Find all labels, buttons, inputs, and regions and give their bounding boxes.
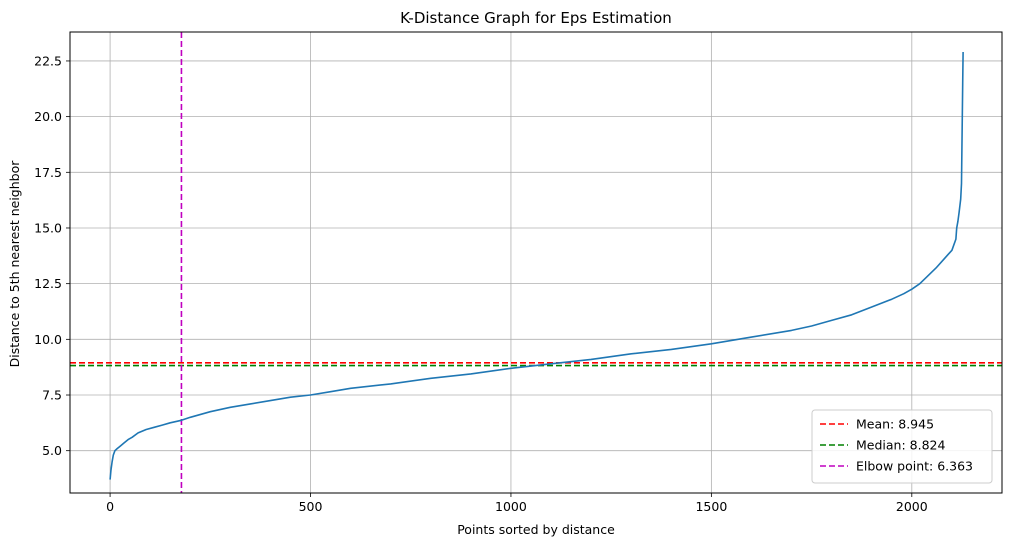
series-line (109, 51, 964, 480)
x-tick-label: 2000 (896, 499, 928, 514)
x-axis-title: Points sorted by distance (457, 522, 615, 537)
y-tick-label: 10.0 (34, 332, 62, 347)
x-tick-label: 0 (106, 499, 114, 514)
legend-label: Elbow point: 6.363 (856, 459, 973, 474)
y-tick-label: 7.5 (42, 388, 62, 403)
x-tick-label: 500 (299, 499, 323, 514)
series-group (109, 51, 964, 480)
y-tick-label: 17.5 (34, 165, 62, 180)
y-axis-title: Distance to 5th nearest neighbor (7, 160, 22, 368)
y-axis: 5.0 7.5 10.0 12.5 15.0 17.5 20.0 22.5 (34, 53, 70, 458)
y-tick-label: 12.5 (34, 276, 62, 291)
legend: Mean: 8.945 Median: 8.824 Elbow point: 6.3… (811, 409, 993, 484)
x-tick-label: 1000 (495, 499, 527, 514)
y-tick-label: 20.0 (34, 109, 62, 124)
x-tick-label: 1500 (695, 499, 727, 514)
legend-box (811, 409, 993, 484)
legend-label: Mean: 8.945 (856, 417, 934, 432)
reference-lines (70, 32, 1002, 493)
chart-title: K-Distance Graph for Eps Estimation (400, 9, 672, 27)
y-tick-label: 5.0 (42, 443, 62, 458)
legend-label: Median: 8.824 (856, 438, 945, 453)
grid (70, 32, 1002, 493)
y-tick-label: 15.0 (34, 220, 62, 235)
x-axis: 0 500 1000 1500 2000 (106, 493, 928, 514)
y-tick-label: 22.5 (34, 53, 62, 68)
plot-frame (69, 31, 1003, 494)
